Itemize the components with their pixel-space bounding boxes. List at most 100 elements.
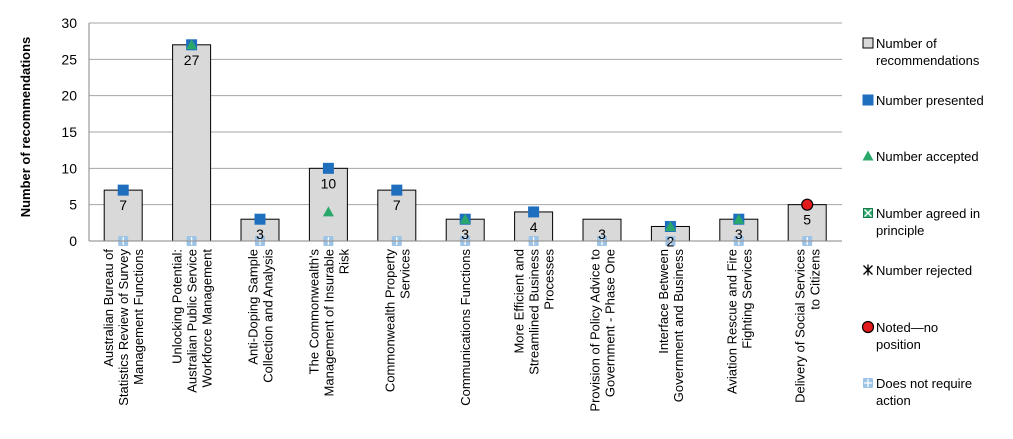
legend-marker-6 <box>863 378 873 388</box>
marker-square-2-shape <box>254 213 266 225</box>
y-tick-label-15: 15 <box>61 124 77 140</box>
bar-1 <box>172 44 212 242</box>
legend-marker-0-shape <box>862 37 874 49</box>
legend-label-1-0: Number presented <box>876 93 984 108</box>
legend-marker-5 <box>861 320 875 334</box>
legend-label-6-0: Does not require <box>876 376 972 391</box>
legend-marker-3-cross <box>864 209 872 217</box>
bars <box>103 44 827 242</box>
y-tick-label-0: 0 <box>69 233 77 249</box>
legend-label-3-1: principle <box>876 223 924 238</box>
marker-triangle-3-shape <box>322 206 334 217</box>
x-tick-label-3-0: The Commonwealth's <box>306 249 321 375</box>
legend-item-4: Number rejected <box>863 263 972 278</box>
legend-item-1: Number presented <box>862 93 984 108</box>
marker-triangle-8-shape <box>664 220 676 231</box>
x-tick-label-2-1: Collection and Analysis <box>261 249 276 383</box>
legend-label-3-0: Number agreed in <box>876 206 980 221</box>
x-tick-label-4-0: Commonwealth Property <box>382 249 397 393</box>
x-tick-label-7-0: Provision of Policy Advice to <box>588 249 603 412</box>
marker-square-4-shape <box>391 184 403 196</box>
marker-square-6 <box>528 206 540 218</box>
data-label-2: 3 <box>256 226 264 242</box>
data-label-1: 27 <box>184 52 200 68</box>
x-tick-label-6-1: Streamlined Business <box>527 249 542 375</box>
legend-item-0: Number of recommendations <box>862 36 980 68</box>
axes: 0 5 10 15 20 25 30 Australian Bureau of Statisti… <box>61 15 842 412</box>
x-tick-label-7-1: Government - Phase One <box>603 249 618 397</box>
markers <box>117 39 814 246</box>
legend-label-0-1: recommendations <box>876 53 980 68</box>
y-tick-label-30: 30 <box>61 15 77 31</box>
legend-marker-3 <box>863 208 873 218</box>
legend-item-3: Number agreed in principle <box>863 206 980 238</box>
x-tick-label-1-2: Workforce Management <box>200 249 215 388</box>
legend-item-6: Does not require action <box>863 376 972 408</box>
gridlines <box>89 22 842 206</box>
legend-item-2: Number accepted <box>862 149 979 164</box>
marker-square-3-shape <box>322 162 334 174</box>
x-tick-label-9-0: Aviation Rescue and Fire <box>724 249 739 394</box>
legend-marker-2-shape <box>862 150 874 161</box>
marker-triangle-9-shape <box>733 213 745 224</box>
marker-square-4 <box>391 184 403 196</box>
legend-marker-0 <box>862 37 874 49</box>
data-label-10: 5 <box>803 212 811 228</box>
x-tick-label-8-1: Government and Business <box>671 249 686 403</box>
legend-label-6-1: action <box>876 393 911 408</box>
data-label-9: 3 <box>735 226 743 242</box>
x-tick-label-10-1: to Citizens <box>808 249 823 310</box>
marker-triangle-8 <box>664 220 676 231</box>
marker-square-3 <box>322 162 334 174</box>
data-label-6: 4 <box>530 219 538 235</box>
legend-marker-2 <box>862 150 874 161</box>
legend-label-4-0: Number rejected <box>876 263 972 278</box>
x-tick-label-6-0: More Efficient and <box>512 249 527 354</box>
legend-label-5-0: Noted—no <box>876 320 938 335</box>
marker-circle-10 <box>801 198 814 211</box>
legend-label-5-1: position <box>876 337 921 352</box>
data-label-7: 3 <box>598 226 606 242</box>
marker-triangle-9 <box>733 213 745 224</box>
legend-marker-4-shape <box>863 264 873 276</box>
x-tick-label-1-0: Unlocking Potential: <box>170 249 185 364</box>
x-tick-label-3-1: Management of Insurable <box>321 249 336 396</box>
data-label-5: 3 <box>461 226 469 242</box>
marker-triangle-5 <box>459 213 471 224</box>
legend-item-5: Noted—no position <box>861 320 938 352</box>
y-tick-label-20: 20 <box>61 88 77 104</box>
legend-label-0-0: Number of <box>876 36 937 51</box>
x-tick-label-2-0: Anti-Doping Sample <box>246 249 261 365</box>
marker-triangle-5-shape <box>459 213 471 224</box>
legend-marker-5-shape <box>861 320 875 334</box>
data-label-0: 7 <box>119 197 127 213</box>
x-tick-label-5-0: Communications Functions <box>458 249 473 406</box>
x-tick-label-1-1: Australian Public Service <box>185 249 200 393</box>
x-tick-label-4-1: Services <box>397 249 412 299</box>
legend-marker-1-shape <box>862 94 874 106</box>
marker-triangle-1-shape <box>186 39 198 50</box>
legend-marker-4 <box>863 264 873 276</box>
marker-circle-10-shape <box>801 198 814 211</box>
x-tick-label-8-0: Interface Between <box>656 249 671 354</box>
y-tick-label-25: 25 <box>61 51 77 67</box>
x-tick-label-10-0: Delivery of Social Services <box>793 249 808 403</box>
x-tick-label-3-2: Risk <box>336 249 351 275</box>
data-label-3: 10 <box>321 175 337 191</box>
y-tick-label-10: 10 <box>61 160 77 176</box>
y-tick-label-5: 5 <box>69 197 77 213</box>
x-tick-label-0-2: Management Functions <box>131 249 146 385</box>
data-label-4: 7 <box>393 197 401 213</box>
x-tick-label-6-2: Processes <box>542 249 557 310</box>
y-axis-title: Number of recommendations <box>18 37 33 218</box>
legend-label-2-0: Number accepted <box>876 149 979 164</box>
x-tick-label-0-0: Australian Bureau of <box>101 249 116 367</box>
x-tick-label-9-1: Fighting Services <box>739 249 754 349</box>
legend: Number of recommendations Number presented… <box>861 36 984 408</box>
marker-square-0 <box>117 184 129 196</box>
legend-marker-6-cross <box>864 379 872 387</box>
marker-square-6-shape <box>528 206 540 218</box>
marker-square-2 <box>254 213 266 225</box>
legend-marker-1 <box>862 94 874 106</box>
